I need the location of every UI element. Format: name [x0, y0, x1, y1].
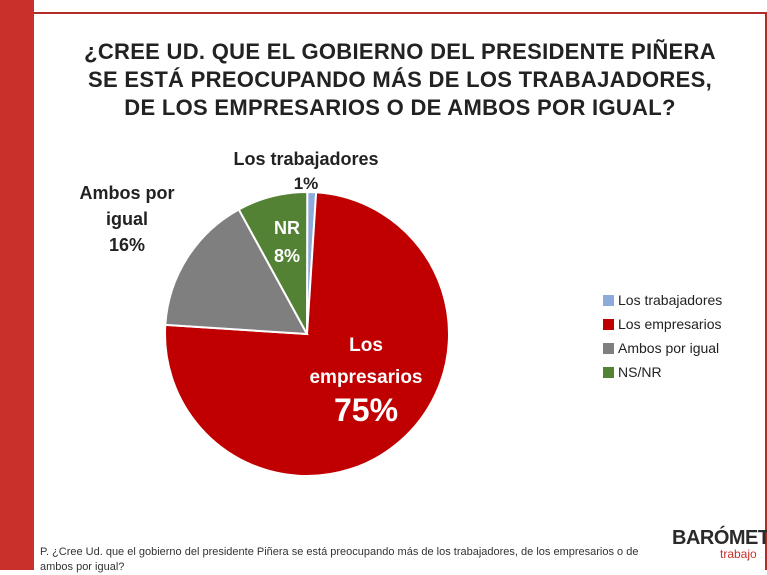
- label-ambos: Ambos por igual 16%: [79, 183, 174, 255]
- slice-ambos: [164, 208, 309, 336]
- label-empresarios-line: 75%: [334, 392, 398, 428]
- slice-nsnr: [237, 190, 309, 335]
- chart-title: ¿CREE UD. QUE EL GOBIERNO DEL PRESIDENTE…: [40, 38, 760, 122]
- label-empresarios: Los empresarios 75%: [309, 335, 422, 428]
- label-nsnr-line: 8%: [274, 246, 300, 266]
- label-ambos-line: igual: [106, 209, 148, 229]
- legend-swatch: [603, 366, 614, 378]
- legend-label: NS/NR: [618, 364, 662, 380]
- title-line-3: DE LOS EMPRESARIOS O DE AMBOS POR IGUAL?: [124, 95, 676, 120]
- title-line-1: ¿CREE UD. QUE EL GOBIERNO DEL PRESIDENTE…: [84, 39, 716, 64]
- legend-item-nsnr: NS/NR: [603, 360, 722, 384]
- legend-label: Los empresarios: [618, 316, 722, 332]
- label-ambos-line: Ambos por: [79, 183, 174, 203]
- title-line-2: SE ESTÁ PREOCUPANDO MÁS DE LOS TRABAJADO…: [88, 67, 712, 92]
- label-nsnr-line: NR: [274, 218, 300, 238]
- legend-item-ambos: Ambos por igual: [603, 336, 722, 360]
- legend-label: Ambos por igual: [618, 340, 720, 356]
- legend-item-empresarios: Los empresarios: [603, 312, 722, 336]
- label-empresarios-line: empresarios: [309, 367, 422, 388]
- legend-swatch: [603, 318, 614, 330]
- label-trabajadores: Los trabajadores 1%: [233, 149, 378, 193]
- barometro-logo: BARÓMETRO trabajo: [660, 527, 767, 563]
- right-border-line: [765, 12, 767, 570]
- chart-legend: Los trabajadores Los empresarios Ambos p…: [603, 288, 722, 384]
- legend-item-trabajadores: Los trabajadores: [603, 288, 722, 312]
- top-border-line: [34, 12, 767, 14]
- logo-wordmark: BARÓMETRO: [672, 527, 767, 549]
- label-trabajadores-line: 1%: [294, 174, 319, 193]
- question-footnote: P. ¿Cree Ud. que el gobierno del preside…: [40, 546, 639, 573]
- label-trabajadores-line: Los trabajadores: [233, 149, 378, 169]
- label-empresarios-line: Los: [349, 335, 383, 356]
- legend-swatch: [603, 342, 614, 354]
- logo-subtitle: trabajo: [720, 547, 757, 561]
- legend-label: Los trabajadores: [618, 292, 723, 308]
- label-nsnr: NR 8%: [274, 218, 300, 266]
- left-accent-bar: [0, 0, 34, 570]
- label-ambos-line: 16%: [109, 235, 145, 255]
- legend-swatch: [603, 294, 614, 306]
